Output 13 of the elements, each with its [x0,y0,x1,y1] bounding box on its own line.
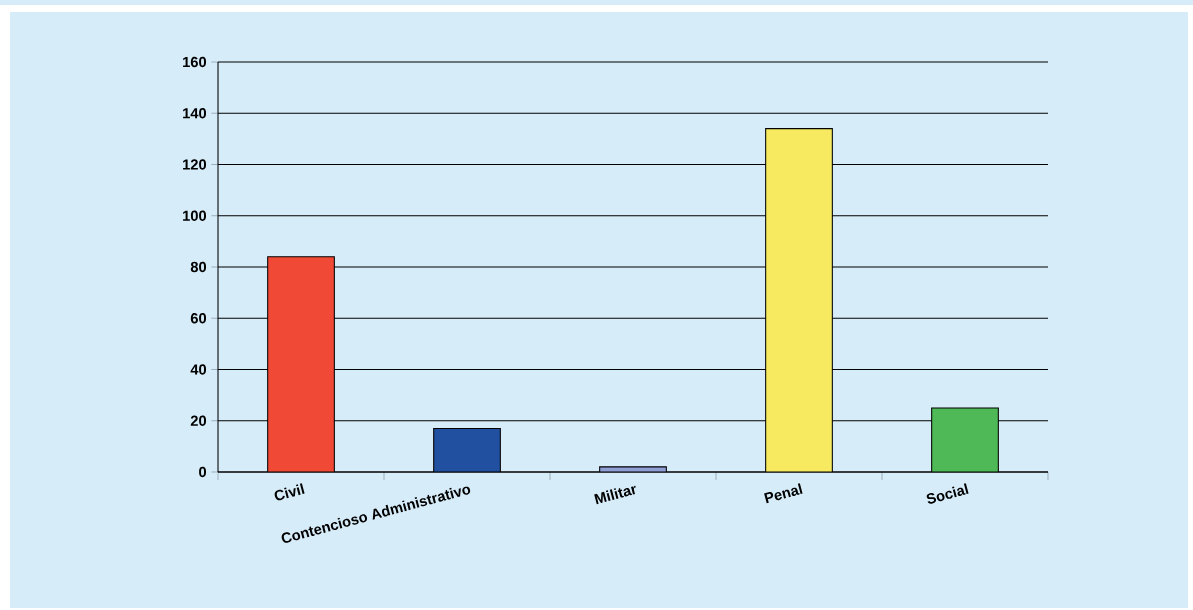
x-tick-label: Militar [594,485,636,505]
y-tick-label: 20 [190,415,207,426]
y-tick-label: 40 [190,364,207,375]
x-tick-label: Civil [274,483,305,501]
y-tick-label: 140 [183,108,207,119]
y-tick-label: 80 [190,261,207,273]
y-tick-label: 0 [199,466,207,478]
y-tick-label: 100 [183,210,207,221]
y-tick-label: 120 [183,159,207,170]
x-tick-label: Social [926,483,969,504]
y-tick-label: 60 [190,313,207,324]
x-tick-label: Penal [764,483,803,504]
y-tick-label: 160 [183,56,207,68]
